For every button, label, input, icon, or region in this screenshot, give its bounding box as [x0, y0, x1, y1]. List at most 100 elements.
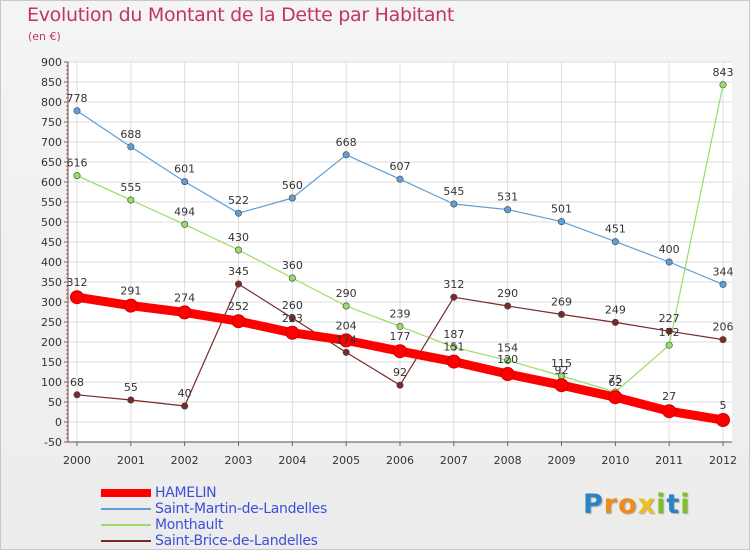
data-point — [123, 298, 138, 313]
data-point — [665, 327, 673, 335]
y-tick-label: 450 — [41, 236, 62, 249]
x-tick-label: 2006 — [386, 454, 414, 467]
data-point — [177, 305, 192, 320]
data-label: 545 — [443, 185, 464, 198]
data-label: 174 — [336, 333, 357, 346]
y-tick-label: 750 — [41, 116, 62, 129]
data-label: 92 — [393, 366, 407, 379]
data-point — [662, 404, 677, 419]
y-tick-label: 100 — [41, 376, 62, 389]
data-point — [73, 172, 81, 180]
data-point — [611, 238, 619, 246]
x-tick-label: 2002 — [171, 454, 199, 467]
x-tick-label: 2000 — [63, 454, 91, 467]
data-point — [396, 175, 404, 183]
data-label: 249 — [605, 303, 626, 316]
data-label: 40 — [178, 387, 192, 400]
data-point — [288, 314, 296, 322]
legend-swatch — [101, 489, 151, 497]
y-tick-label: -50 — [44, 436, 62, 449]
legend-label: Saint-Brice-de-Landelles — [155, 533, 318, 549]
data-label: 187 — [443, 328, 464, 341]
chart-title: Evolution du Montant de la Dette par Hab… — [27, 4, 455, 26]
data-label: 494 — [174, 205, 195, 218]
data-label: 555 — [120, 181, 141, 194]
data-label: 430 — [228, 231, 249, 244]
data-point — [557, 218, 565, 226]
data-label: 177 — [390, 330, 411, 343]
y-tick-label: 850 — [41, 76, 62, 89]
data-point — [181, 220, 189, 228]
data-point — [181, 178, 189, 186]
data-point — [396, 381, 404, 389]
data-point — [450, 200, 458, 208]
data-point — [450, 343, 458, 351]
y-tick-label: 900 — [41, 56, 62, 69]
data-point — [73, 391, 81, 399]
data-label: 312 — [67, 276, 88, 289]
y-tick-label: 800 — [41, 96, 62, 109]
data-label: 204 — [336, 319, 357, 332]
data-label: 75 — [608, 373, 622, 386]
data-label: 62 — [608, 376, 622, 389]
x-tick-label: 2008 — [494, 454, 522, 467]
y-tick-label: 700 — [41, 136, 62, 149]
data-point — [127, 143, 135, 151]
data-label: 290 — [497, 287, 518, 300]
data-point — [342, 151, 350, 159]
y-tick-label: 150 — [41, 356, 62, 369]
data-label: 668 — [336, 136, 357, 149]
data-label: 206 — [713, 321, 734, 334]
data-label: 274 — [174, 291, 195, 304]
data-label: 223 — [282, 312, 303, 325]
data-point — [611, 318, 619, 326]
y-tick-label: 300 — [41, 296, 62, 309]
data-point — [339, 333, 354, 348]
data-point — [288, 274, 296, 282]
y-tick-label: 400 — [41, 256, 62, 269]
data-label: 151 — [443, 341, 464, 354]
data-label: 27 — [662, 390, 676, 403]
data-point — [719, 280, 727, 288]
data-label: 290 — [336, 287, 357, 300]
data-point — [396, 322, 404, 330]
data-label: 154 — [497, 341, 518, 354]
x-tick-label: 2012 — [709, 454, 737, 467]
data-point — [504, 356, 512, 364]
data-label: 843 — [713, 66, 734, 79]
data-point — [557, 310, 565, 318]
data-point — [342, 302, 350, 310]
y-tick-label: 50 — [48, 396, 62, 409]
data-point — [665, 341, 673, 349]
data-point — [393, 344, 407, 359]
data-point — [719, 81, 727, 89]
data-point — [446, 354, 461, 369]
data-label: 345 — [228, 265, 249, 278]
data-label: 92 — [555, 364, 569, 377]
data-label: 344 — [713, 265, 734, 278]
data-point — [73, 107, 81, 115]
legend-swatch — [101, 508, 151, 510]
data-label: 778 — [67, 92, 88, 105]
data-label: 607 — [390, 160, 411, 173]
data-label: 501 — [551, 203, 572, 216]
data-point — [288, 194, 296, 202]
data-label: 312 — [443, 278, 464, 291]
data-label: 531 — [497, 191, 518, 204]
data-label: 252 — [228, 300, 249, 313]
y-tick-label: 350 — [41, 276, 62, 289]
data-point — [450, 293, 458, 301]
data-label: 239 — [390, 307, 411, 320]
legend-swatch — [101, 540, 151, 542]
y-tick-label: 600 — [41, 176, 62, 189]
data-point — [235, 246, 243, 254]
data-label: 451 — [605, 223, 626, 236]
data-point — [342, 348, 350, 356]
y-tick-label: 0 — [55, 416, 62, 429]
data-label: 120 — [497, 353, 518, 366]
proxiti-logo: Proxiti — [583, 489, 691, 520]
legend-label: Saint-Martin-de-Landelles — [155, 501, 327, 517]
x-tick-label: 2004 — [278, 454, 306, 467]
